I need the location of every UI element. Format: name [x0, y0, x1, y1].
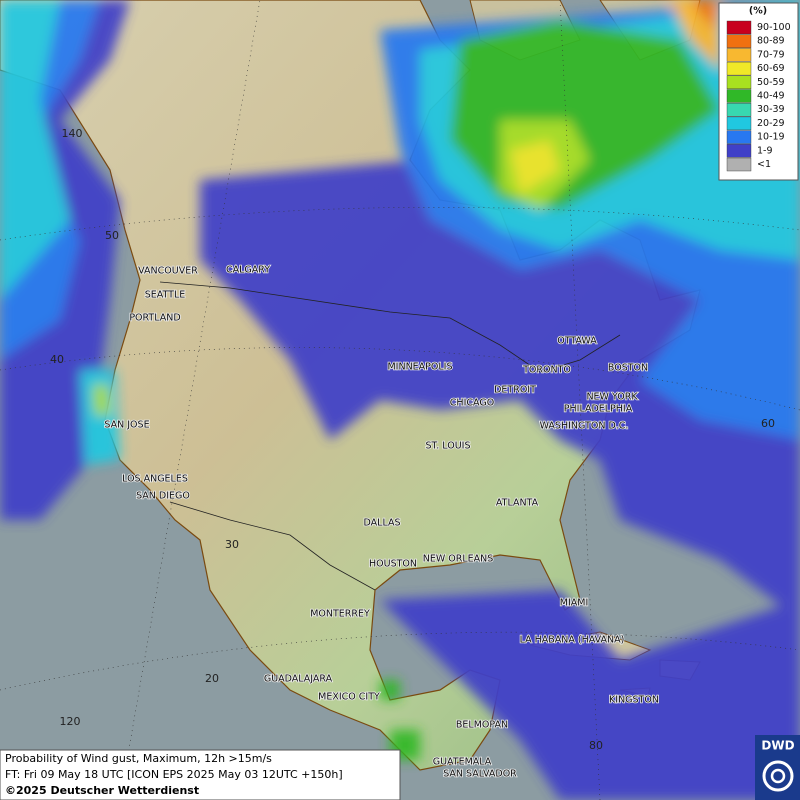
legend-swatch	[726, 89, 752, 103]
legend-swatch	[726, 102, 752, 117]
city-label: CALGARY	[226, 265, 270, 276]
legend-swatch	[726, 61, 752, 76]
city-label: MIAMI	[560, 598, 589, 609]
legend-swatch	[726, 48, 752, 62]
legend-title: (%)	[749, 6, 767, 17]
city-label: SEATTLE	[145, 290, 186, 301]
legend-swatch	[726, 130, 752, 144]
border	[159, 281, 621, 591]
legend-swatch	[726, 116, 752, 131]
city-label: WASHINGTON D.C.	[540, 421, 629, 432]
footer-line: Probability of Wind gust, Maximum, 12h >…	[5, 752, 272, 765]
footer-line: FT: Fri 09 May 18 UTC [ICON EPS 2025 May…	[5, 768, 343, 781]
city-label: NEW YORK	[586, 392, 638, 403]
legend-label: <1	[757, 159, 771, 170]
city-label: SAN JOSE	[104, 420, 149, 431]
graticule-label: 40	[50, 353, 64, 366]
logo-icon	[770, 768, 786, 784]
footer-line: ©2025 Deutscher Wetterdienst	[5, 784, 199, 797]
city-label: DETROIT	[494, 385, 536, 396]
legend-swatch	[726, 144, 752, 158]
city-label: ST. LOUIS	[426, 441, 471, 452]
legend-label: 10-19	[757, 132, 785, 143]
city-label: DALLAS	[364, 518, 401, 529]
city-label: VANCOUVER	[138, 266, 198, 277]
legend-swatch	[726, 75, 752, 90]
legend-label: 50-59	[757, 77, 785, 88]
city-label: BELMOPAN	[456, 720, 508, 731]
city-label: CHICAGO	[450, 398, 494, 409]
city-label: BOSTON	[608, 363, 648, 374]
graticule-label: 20	[205, 672, 219, 685]
legend-label: 30-39	[757, 104, 785, 115]
city-label: LOS ANGELES	[122, 474, 188, 485]
city-label: MEXICO CITY	[318, 692, 380, 703]
city-label: GUATEMALA	[433, 757, 492, 768]
city-label: MONTERREY	[310, 609, 370, 620]
legend-label: 80-89	[757, 36, 785, 47]
legend-swatch	[726, 157, 752, 172]
legend-label: 60-69	[757, 63, 785, 74]
city-label: PHILADELPHIA	[564, 404, 633, 415]
city-label: TORONTO	[522, 365, 571, 376]
graticule-label: 80	[589, 739, 603, 752]
logo-icon	[762, 760, 794, 792]
graticule-label: 30	[225, 538, 239, 551]
logo-text: DWD	[761, 739, 794, 753]
city-label: KINGSTON	[609, 695, 659, 706]
footer-box	[0, 749, 401, 800]
city-label: GUADALAJARA	[264, 674, 333, 685]
legend-label: 70-79	[757, 49, 785, 60]
city-label: LA HABANA (HAVANA)	[520, 635, 625, 646]
legend-label: 20-29	[757, 118, 785, 129]
city-label: NEW ORLEANS	[423, 554, 494, 565]
graticule-label: 120	[60, 715, 81, 728]
graticule-label: 60	[761, 417, 775, 430]
legend-swatch	[726, 34, 752, 48]
legend-label: 1-9	[757, 145, 773, 156]
city-label: SAN SALVADOR	[443, 769, 517, 780]
city-label: MINNEAPOLIS	[387, 362, 452, 373]
city-label: PORTLAND	[129, 313, 180, 324]
legend-label: 90-100	[757, 22, 791, 33]
city-label: SAN DIEGO	[136, 491, 190, 502]
graticule-label: 140	[62, 127, 83, 140]
city-label: HOUSTON	[369, 559, 417, 570]
legend-label: 40-49	[757, 91, 785, 102]
graticule-label: 50	[105, 229, 119, 242]
city-label: OTTAWA	[557, 336, 597, 347]
city-label: ATLANTA	[496, 498, 539, 509]
legend-swatch	[726, 20, 752, 35]
